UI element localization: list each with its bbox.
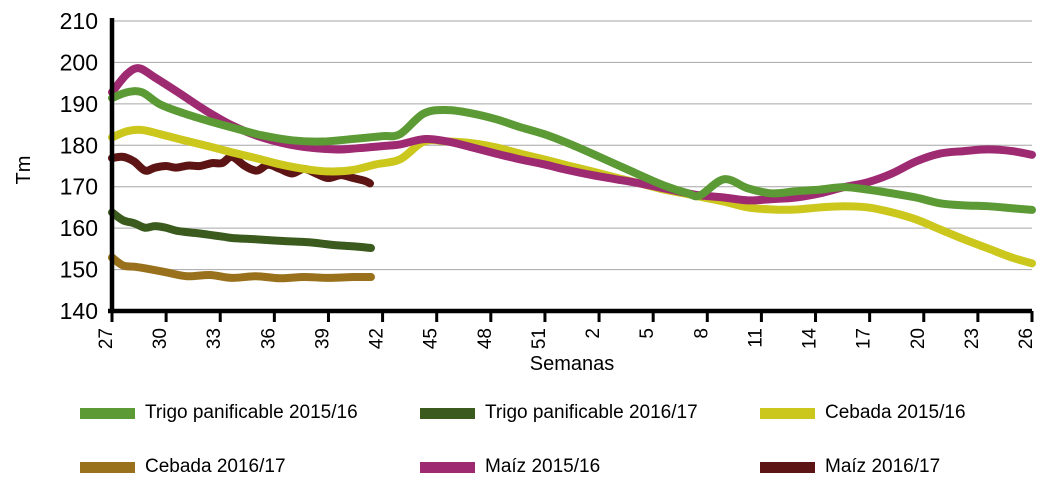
svg-text:26: 26 xyxy=(1016,328,1037,349)
svg-text:Cebada 2016/17: Cebada 2016/17 xyxy=(145,456,286,477)
svg-text:Tm: Tm xyxy=(13,156,35,185)
svg-text:39: 39 xyxy=(312,328,333,349)
svg-text:17: 17 xyxy=(854,328,875,349)
svg-text:20: 20 xyxy=(908,328,929,349)
svg-text:11: 11 xyxy=(745,328,766,348)
svg-text:210: 210 xyxy=(60,8,98,34)
svg-text:45: 45 xyxy=(421,328,442,349)
svg-text:140: 140 xyxy=(60,298,98,324)
svg-text:30: 30 xyxy=(150,328,171,349)
svg-text:Cebada 2015/16: Cebada 2015/16 xyxy=(825,402,966,423)
svg-text:36: 36 xyxy=(258,328,279,349)
svg-text:190: 190 xyxy=(60,91,98,117)
svg-text:27: 27 xyxy=(96,328,117,349)
svg-text:Trigo panificable 2015/16: Trigo panificable 2015/16 xyxy=(145,402,358,423)
svg-text:2: 2 xyxy=(583,328,604,339)
svg-text:Trigo panificable 2016/17: Trigo panificable 2016/17 xyxy=(485,402,698,423)
svg-text:170: 170 xyxy=(60,174,98,200)
svg-text:48: 48 xyxy=(475,328,496,349)
svg-text:5: 5 xyxy=(637,328,658,339)
svg-text:150: 150 xyxy=(60,257,98,283)
svg-text:33: 33 xyxy=(204,328,225,349)
svg-text:200: 200 xyxy=(60,49,98,75)
svg-text:Maíz 2016/17: Maíz 2016/17 xyxy=(825,456,940,477)
svg-text:Semanas: Semanas xyxy=(530,353,615,375)
svg-text:8: 8 xyxy=(691,328,712,339)
svg-text:180: 180 xyxy=(60,132,98,158)
svg-text:160: 160 xyxy=(60,215,98,241)
svg-text:14: 14 xyxy=(800,328,821,350)
svg-text:51: 51 xyxy=(529,328,550,349)
svg-text:Maíz 2015/16: Maíz 2015/16 xyxy=(485,456,600,477)
svg-text:23: 23 xyxy=(962,328,983,349)
svg-text:42: 42 xyxy=(367,328,388,349)
